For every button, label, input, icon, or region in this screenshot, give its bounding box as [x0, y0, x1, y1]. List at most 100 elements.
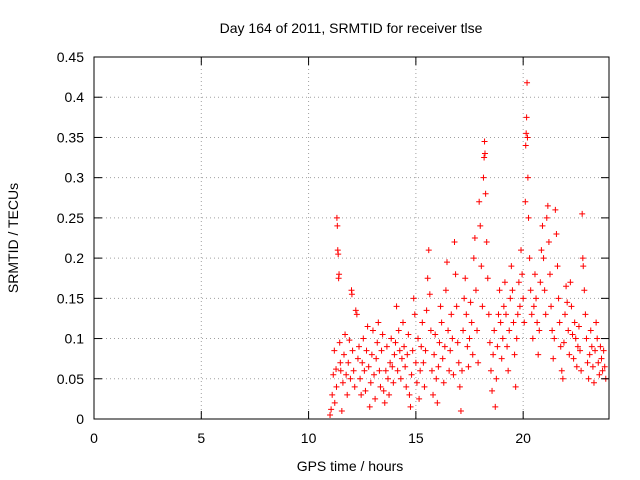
data-point	[439, 355, 446, 362]
data-point	[356, 343, 363, 350]
data-point	[348, 291, 355, 298]
data-point	[476, 198, 483, 205]
data-point	[425, 247, 432, 254]
data-point	[530, 303, 537, 310]
data-point	[478, 263, 485, 270]
data-point	[393, 303, 400, 310]
data-point	[548, 303, 555, 310]
data-point	[334, 222, 341, 229]
data-point	[386, 391, 393, 398]
data-point	[335, 251, 342, 258]
data-point	[534, 319, 541, 326]
data-point	[490, 351, 497, 358]
data-point	[372, 395, 379, 402]
data-point	[524, 79, 531, 86]
data-point	[417, 367, 424, 374]
data-point	[410, 295, 417, 302]
data-point	[580, 263, 587, 270]
data-point	[465, 363, 472, 370]
data-point	[528, 311, 535, 318]
data-point	[336, 339, 343, 346]
data-point	[550, 355, 557, 362]
data-point	[515, 279, 522, 286]
data-point	[579, 210, 586, 217]
data-point	[391, 351, 398, 358]
data-point	[551, 335, 558, 342]
data-point	[435, 363, 442, 370]
data-point	[364, 323, 371, 330]
data-point	[594, 335, 601, 342]
y-tick-label: 0	[76, 411, 84, 427]
data-point	[466, 335, 473, 342]
data-point	[343, 371, 350, 378]
data-point	[472, 287, 479, 294]
data-point	[592, 347, 599, 354]
data-point	[480, 174, 487, 181]
data-point	[383, 343, 390, 350]
data-point	[505, 367, 512, 374]
data-point	[420, 359, 427, 366]
data-point	[416, 395, 423, 402]
data-point	[424, 275, 431, 282]
data-point	[447, 347, 454, 354]
data-point	[397, 375, 404, 382]
data-point	[404, 351, 411, 358]
data-point	[494, 343, 501, 350]
data-point	[522, 142, 529, 149]
data-point	[578, 367, 585, 374]
data-point	[461, 295, 468, 302]
data-point	[433, 375, 440, 382]
data-point	[421, 383, 428, 390]
data-point	[485, 311, 492, 318]
data-point	[557, 343, 564, 350]
data-point	[387, 359, 394, 366]
data-point	[389, 363, 396, 370]
data-point	[520, 295, 527, 302]
data-point	[599, 367, 606, 374]
data-point	[469, 351, 476, 358]
data-point	[350, 367, 357, 374]
data-point	[510, 319, 517, 326]
data-point	[450, 371, 457, 378]
data-point	[514, 311, 521, 318]
data-point	[489, 387, 496, 394]
data-point	[367, 379, 374, 386]
data-point	[481, 154, 488, 161]
data-point	[597, 343, 604, 350]
data-point	[585, 375, 592, 382]
data-point	[409, 347, 416, 354]
data-point	[581, 287, 588, 294]
data-point	[442, 287, 449, 294]
data-point	[481, 138, 488, 145]
data-point	[406, 391, 413, 398]
data-point	[379, 331, 386, 338]
data-point	[384, 375, 391, 382]
data-point	[522, 198, 529, 205]
data-point	[544, 202, 551, 209]
y-tick-label: 0.3	[65, 170, 85, 186]
data-point	[497, 319, 504, 326]
data-point	[526, 255, 533, 262]
data-point	[360, 335, 367, 342]
data-point	[564, 299, 571, 306]
data-points	[327, 79, 609, 418]
data-point	[519, 271, 526, 278]
data-point	[577, 347, 584, 354]
data-point	[512, 383, 519, 390]
data-point	[373, 355, 380, 362]
data-point	[344, 391, 351, 398]
data-point	[419, 319, 426, 326]
data-point	[563, 283, 570, 290]
data-point	[559, 375, 566, 382]
data-point	[486, 339, 493, 346]
data-point	[474, 327, 481, 334]
data-point	[588, 343, 595, 350]
data-point	[499, 335, 506, 342]
data-point	[415, 335, 422, 342]
data-point	[411, 311, 418, 318]
data-point	[584, 359, 591, 366]
data-point	[368, 351, 375, 358]
data-point	[496, 287, 503, 294]
data-point	[395, 327, 402, 334]
data-point	[479, 303, 486, 310]
